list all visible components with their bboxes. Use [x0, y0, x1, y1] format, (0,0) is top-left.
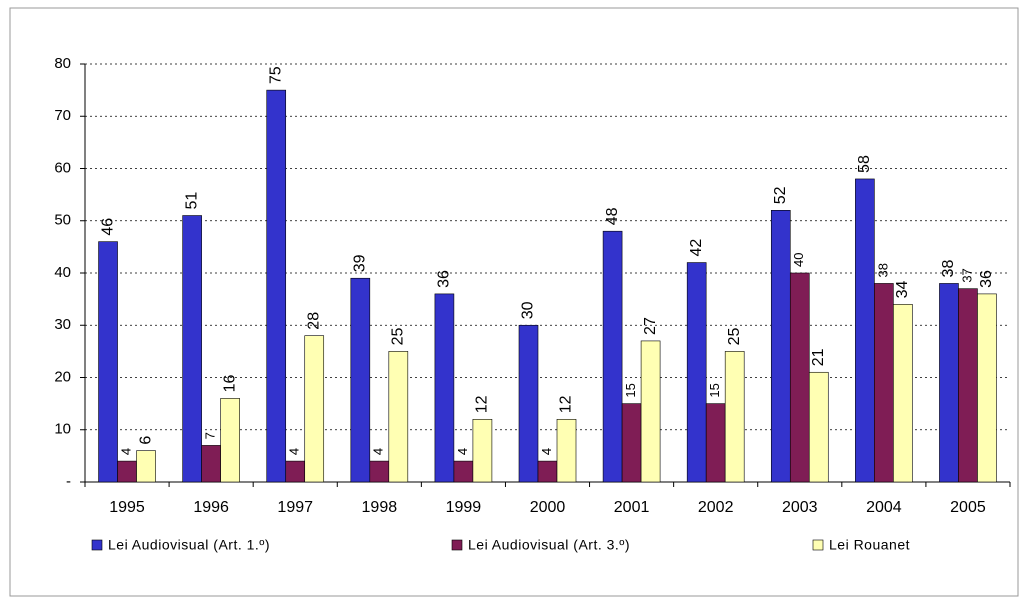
- bar: [537, 460, 558, 483]
- bar: [98, 241, 118, 483]
- bar: [182, 215, 202, 483]
- bar: [136, 450, 156, 483]
- value-label: 25: [390, 327, 407, 345]
- value-label: 16: [221, 375, 238, 393]
- bar: [201, 445, 221, 483]
- bar: [602, 230, 623, 483]
- value-label: 39: [352, 254, 369, 272]
- x-tick-label: 1995: [109, 499, 145, 516]
- bar: [770, 210, 791, 483]
- value-label: 7: [203, 432, 218, 439]
- value-label: 38: [875, 263, 890, 277]
- bar: [686, 262, 707, 483]
- bar: [789, 272, 810, 483]
- value-label: 12: [474, 395, 491, 413]
- bar: [958, 288, 978, 483]
- value-label: 12: [558, 395, 575, 413]
- y-tick-label: 30: [54, 316, 71, 333]
- value-label: 34: [894, 280, 911, 298]
- x-tick-label: 2005: [950, 499, 986, 516]
- bar: [855, 178, 875, 483]
- bar: [285, 460, 306, 483]
- bar: [808, 371, 829, 483]
- y-tick-label: 60: [54, 159, 71, 176]
- value-label: 52: [772, 186, 789, 204]
- value-label: 58: [856, 155, 873, 173]
- value-label: 48: [604, 207, 621, 225]
- value-label: 36: [978, 270, 995, 288]
- value-label: 51: [183, 192, 200, 210]
- x-tick-label: 2000: [530, 499, 566, 516]
- x-tick-label: 2002: [698, 499, 734, 516]
- bar: [304, 335, 325, 483]
- x-tick-label: 2003: [782, 499, 818, 516]
- bar: [977, 293, 997, 483]
- bar: [472, 418, 493, 483]
- bar: [388, 351, 409, 483]
- bar: [350, 277, 371, 483]
- y-tick-label: 20: [54, 368, 71, 385]
- value-label: 27: [642, 317, 659, 335]
- bar: [117, 460, 137, 483]
- x-tick-label: 2004: [866, 499, 902, 516]
- bar: [518, 324, 539, 483]
- value-label: 15: [707, 383, 722, 397]
- value-label: 40: [791, 253, 806, 267]
- y-tick-label: -: [66, 473, 71, 490]
- y-tick-label: 10: [54, 421, 71, 438]
- bar: [369, 460, 390, 483]
- value-label: 4: [455, 448, 470, 455]
- value-label: 36: [436, 270, 453, 288]
- bar: [266, 89, 287, 483]
- value-label: 75: [267, 66, 284, 84]
- bar: [640, 340, 661, 483]
- bar: [556, 418, 577, 483]
- legend-label: Lei Audiovisual (Art. 1.º): [108, 537, 270, 553]
- value-label: 30: [520, 301, 537, 319]
- chart-frame: [9, 7, 1019, 597]
- value-label: 46: [99, 218, 116, 236]
- y-tick-label: 80: [54, 55, 71, 72]
- value-label: 4: [371, 448, 386, 455]
- value-label: 42: [688, 239, 705, 257]
- value-label: 28: [305, 312, 322, 330]
- bar: [220, 398, 240, 483]
- bar: [724, 351, 745, 483]
- x-tick-label: 1997: [277, 499, 313, 516]
- value-label: 6: [137, 436, 154, 445]
- legend-swatch: [451, 539, 463, 551]
- bar: [893, 304, 913, 483]
- x-tick-label: 1998: [362, 499, 398, 516]
- x-tick-label: 1996: [193, 499, 229, 516]
- y-tick-label: 40: [54, 264, 71, 281]
- x-tick-label: 1999: [446, 499, 482, 516]
- x-tick-label: 2001: [614, 499, 650, 516]
- value-label: 15: [623, 383, 638, 397]
- bar: [705, 403, 726, 483]
- value-label: 21: [810, 348, 827, 366]
- y-tick-label: 50: [54, 212, 71, 229]
- bar: [874, 283, 894, 483]
- bar: [453, 460, 474, 483]
- legend-swatch: [91, 539, 103, 551]
- legend-label: Lei Rouanet: [829, 537, 910, 553]
- value-label: 25: [726, 327, 743, 345]
- y-tick-label: 70: [54, 107, 71, 124]
- bar: [434, 293, 455, 483]
- bar: [939, 283, 959, 483]
- legend-label: Lei Audiovisual (Art. 3.º): [468, 537, 630, 553]
- value-label: 37: [959, 268, 974, 282]
- value-label: 4: [287, 448, 302, 455]
- bar: [621, 403, 642, 483]
- legend-swatch: [812, 539, 824, 551]
- value-label: 38: [940, 260, 957, 278]
- value-label: 4: [118, 448, 133, 455]
- value-label: 4: [539, 448, 554, 455]
